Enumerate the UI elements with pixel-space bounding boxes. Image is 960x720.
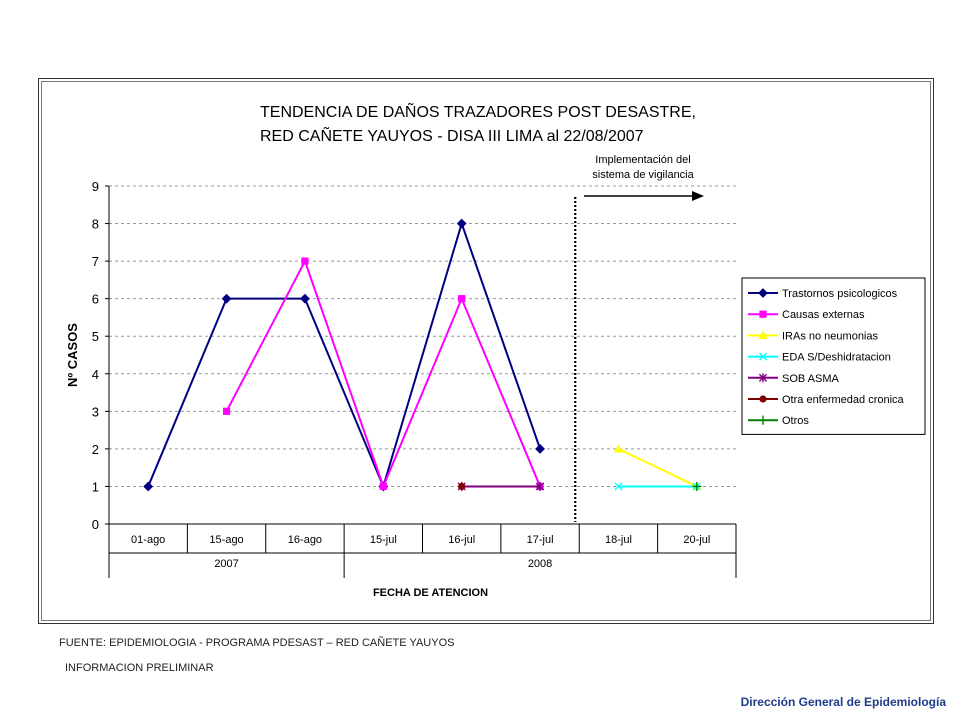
y-tick-label: 7 xyxy=(92,254,99,269)
legend-swatch-marker xyxy=(758,330,768,339)
chart-title: TENDENCIA DE DAÑOS TRAZADORES POST DESAS… xyxy=(260,101,696,121)
data-point xyxy=(221,293,232,304)
data-point xyxy=(536,482,544,491)
legend-swatch-marker xyxy=(758,288,768,298)
series-line xyxy=(618,447,698,488)
series-otros xyxy=(692,481,702,492)
legend-entry: IRAs no neumonias xyxy=(782,330,878,342)
annotation-group: Implementación del sistema de vigilancia xyxy=(574,154,704,522)
y-tick-label: 0 xyxy=(92,517,99,532)
y-axis-title: Nº CASOS xyxy=(65,323,80,387)
x-tick-label: 20-jul xyxy=(683,534,710,546)
y-tick-label: 9 xyxy=(92,179,99,194)
y-tick-label: 3 xyxy=(92,404,99,419)
x-tick-label: 17-jul xyxy=(527,534,554,546)
y-tick-label: 4 xyxy=(92,367,99,382)
y-tick-label: 5 xyxy=(92,329,99,344)
series-line xyxy=(147,220,542,490)
legend-swatch-marker xyxy=(759,395,767,403)
legend-swatch-marker xyxy=(758,352,768,361)
source-note: FUENTE: EPIDEMIOLOGIA - PROGRAMA PDESAST… xyxy=(59,637,455,649)
series-line xyxy=(225,258,541,490)
legend-swatch-marker xyxy=(759,310,767,318)
series-eda-s-deshidratacion xyxy=(614,482,701,491)
footer-credit: Dirección General de Epidemiología xyxy=(740,695,946,709)
x-tick-label: 18-jul xyxy=(605,534,632,546)
gridlines xyxy=(109,185,736,487)
series-causas-externas xyxy=(222,257,544,491)
data-point xyxy=(692,482,701,491)
series-group xyxy=(143,218,702,492)
series-trastornos-psicologicos xyxy=(143,218,545,492)
legend-swatch-marker xyxy=(758,373,768,383)
legend-box xyxy=(741,277,926,435)
legend-entry: Otros xyxy=(782,415,809,427)
data-point xyxy=(300,293,310,304)
x-group-label: 2007 xyxy=(214,558,238,570)
line-chart: TENDENCIA DE DAÑOS TRAZADORES POST DESAS… xyxy=(65,101,926,599)
x-tick-label: 16-ago xyxy=(288,534,322,546)
legend-entry: Causas externas xyxy=(782,309,865,321)
annotation-text: sistema de vigilancia xyxy=(592,169,694,181)
x-tick-label: 15-jul xyxy=(370,534,397,546)
legend-entry: SOB ASMA xyxy=(782,373,840,385)
data-point xyxy=(301,257,309,265)
series-otra-enfermedad-cronica xyxy=(458,482,466,491)
preliminary-note: INFORMACION PRELIMINAR xyxy=(65,662,214,674)
data-point xyxy=(535,481,545,492)
data-point xyxy=(456,218,467,229)
legend-entry: EDA S/Deshidratacion xyxy=(782,352,891,364)
series-sob-asma xyxy=(457,481,545,492)
data-point xyxy=(692,481,702,491)
data-point xyxy=(457,481,466,492)
data-point xyxy=(614,482,623,491)
x-tick-label: 16-jul xyxy=(448,534,475,546)
axes: 0 1 2 3 4 5 6 7 8 9 01-ago 15-ago 16-ago 15-jul 16-jul… xyxy=(65,179,737,599)
data-point xyxy=(692,481,702,492)
data-point xyxy=(458,295,466,303)
y-tick-label: 1 xyxy=(92,479,99,494)
x-group-label: 2008 xyxy=(528,558,552,570)
x-axis-title: FECHA DE ATENCION xyxy=(373,587,488,599)
data-point xyxy=(222,407,231,415)
legend-swatch-marker xyxy=(758,415,768,425)
legend: Trastornos psicologicos Causas externas IR… xyxy=(741,277,926,435)
x-tick-label: 15-ago xyxy=(209,534,243,546)
data-point xyxy=(379,482,387,491)
legend-entry: Trastornos psicologicos xyxy=(782,288,898,300)
chart-frame: TENDENCIA DE DAÑOS TRAZADORES POST DESAS… xyxy=(38,78,934,624)
y-tick-label: 6 xyxy=(92,292,99,307)
series-iras-no-neumonias xyxy=(613,444,702,491)
y-tick-label: 8 xyxy=(92,217,99,232)
annotation-text: Implementación del xyxy=(595,154,690,166)
y-tick-label: 2 xyxy=(92,442,99,457)
annotation-arrow-head xyxy=(692,191,704,201)
data-point xyxy=(613,444,624,453)
legend-entry: Otra enfermedad cronica xyxy=(782,394,905,406)
data-point xyxy=(535,443,545,454)
x-tick-label: 01-ago xyxy=(131,534,165,546)
data-point xyxy=(458,482,466,491)
data-point xyxy=(143,481,154,492)
chart-subtitle: RED CAÑETE YAUYOS - DISA III LIMA al 22/… xyxy=(260,125,644,145)
data-point xyxy=(378,481,389,492)
